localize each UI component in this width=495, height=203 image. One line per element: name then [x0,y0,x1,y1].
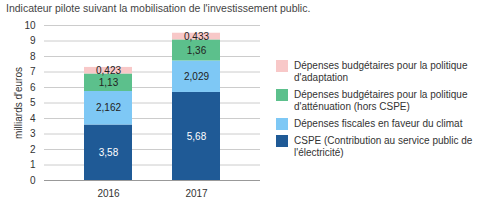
svg-text:0,433: 0,433 [184,31,209,42]
html-text:Dépenses budgétaires pour la p: Dépenses budgétaires pour la politique d… [294,89,468,112]
svg-text:1,36: 1,36 [187,45,207,56]
svg-text:0,423: 0,423 [96,65,121,76]
svg-text:0: 0 [30,175,36,186]
svg-text:1,13: 1,13 [99,77,119,88]
html-text:Dépenses budgétaires pour la p: Dépenses budgétaires pour la politique d… [294,60,468,83]
svg-text:2017: 2017 [185,188,208,199]
svg-text:9: 9 [30,35,36,46]
html-text:Indicateur pilote suivant la m: Indicateur pilote suivant la mobilisatio… [6,2,311,14]
svg-text:3,58: 3,58 [99,147,119,158]
svg-text:5,68: 5,68 [187,131,207,142]
svg-text:4: 4 [30,113,36,124]
svg-text:7: 7 [30,66,36,77]
svg-text:2,162: 2,162 [96,102,121,113]
svg-text:5: 5 [30,97,36,108]
svg-text:1: 1 [30,159,36,170]
svg-text:2,029: 2,029 [184,71,209,82]
svg-text:2016: 2016 [97,188,120,199]
html-text:CSPE (Contribution au service: CSPE (Contribution au service public de … [294,135,473,158]
svg-text:6: 6 [30,82,36,93]
svg-text:8: 8 [30,51,36,62]
svg-text:3: 3 [30,128,36,139]
svg-text:10: 10 [24,20,36,31]
html-text:Dépenses fiscales en faveur du: Dépenses fiscales en faveur du climat [294,118,463,129]
svg-text:2: 2 [30,144,36,155]
svg-text:milliards d'euros: milliards d'euros [13,67,24,139]
